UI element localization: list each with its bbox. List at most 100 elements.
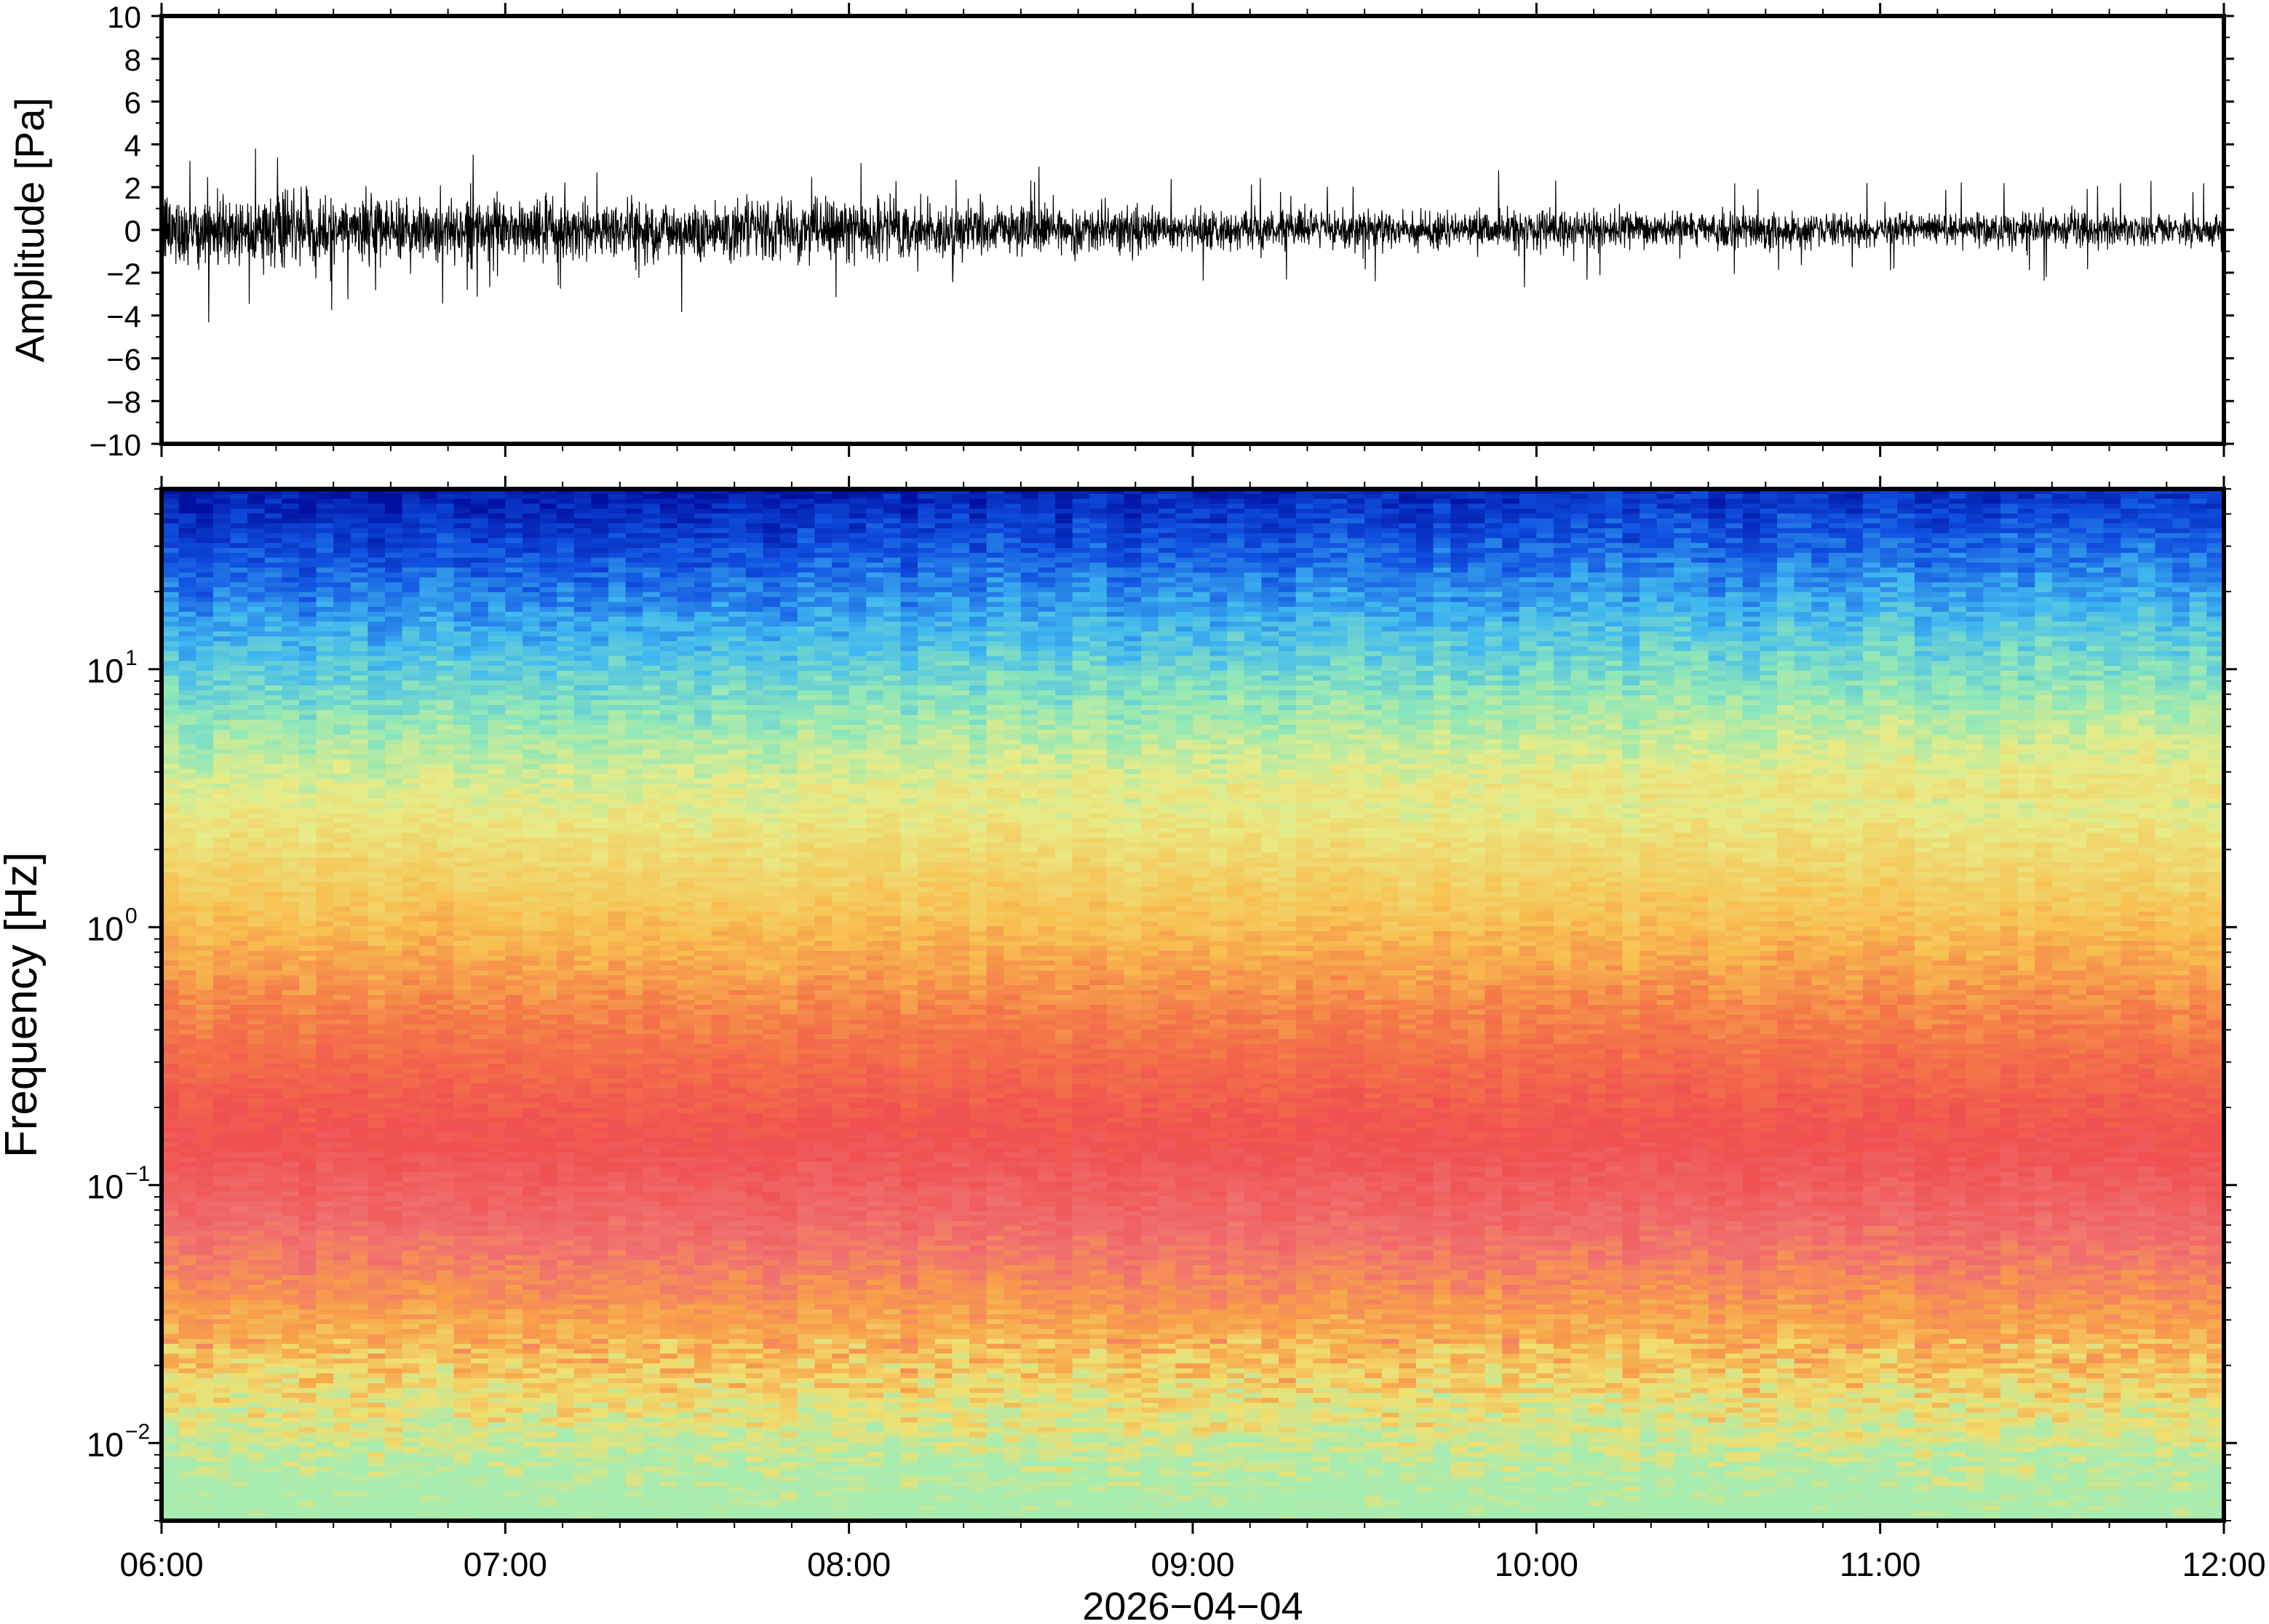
spectrogram-cell xyxy=(367,1486,386,1492)
spectrogram-cell xyxy=(402,768,420,775)
spectrogram-cell xyxy=(316,489,334,495)
spectrogram-cell xyxy=(436,1044,455,1050)
spectrogram-cell xyxy=(488,837,506,843)
spectrogram-cell xyxy=(436,1059,455,1064)
spectrogram-cell xyxy=(178,1466,196,1473)
spectrogram-cell xyxy=(522,1059,541,1064)
spectrogram-cell xyxy=(453,803,472,809)
spectrogram-cell xyxy=(488,1353,506,1359)
spectrogram-cell xyxy=(298,503,317,509)
spectrogram-cell xyxy=(333,607,351,613)
spectrogram-cell xyxy=(522,852,541,859)
spectrogram-cell xyxy=(367,1348,386,1355)
spectrogram-cell xyxy=(350,1452,368,1457)
spectrogram-cell xyxy=(436,896,455,902)
spectrogram-cell xyxy=(367,813,386,819)
spectrogram-cell xyxy=(539,759,557,765)
spectrogram-cell xyxy=(522,1182,541,1187)
spectrogram-cell xyxy=(453,1343,472,1350)
spectrogram-cell xyxy=(350,843,368,848)
spectrogram-cell xyxy=(385,1446,403,1453)
spectrogram-cell xyxy=(367,1211,386,1217)
spectrogram-cell xyxy=(212,1368,231,1374)
spectrogram-cell xyxy=(385,768,403,775)
spectrogram-cell xyxy=(196,1029,214,1035)
spectrogram-cell xyxy=(436,1132,455,1138)
spectrogram-cell xyxy=(522,538,541,544)
spectrogram-cell xyxy=(178,1147,196,1153)
spectrogram-cell xyxy=(298,1137,317,1143)
spectrogram-cell xyxy=(385,1250,403,1256)
spectrogram-cell xyxy=(333,685,351,691)
spectrogram-cell xyxy=(298,1407,317,1414)
spectrogram-cell xyxy=(488,489,506,495)
spectrogram-cell xyxy=(350,646,368,652)
spectrogram-cell xyxy=(298,1088,317,1094)
spectrogram-cell xyxy=(212,1343,231,1350)
spectrogram-cell xyxy=(436,827,455,834)
spectrogram-cell xyxy=(196,1127,214,1134)
spectrogram-cell xyxy=(539,788,557,795)
spectrogram-cell xyxy=(539,990,557,996)
spectrogram-cell xyxy=(298,1432,317,1438)
spectrogram-cell xyxy=(264,886,282,893)
spectrogram-cell xyxy=(402,1461,420,1468)
spectrogram-cell xyxy=(333,1505,351,1512)
spectrogram-cell xyxy=(367,725,386,731)
spectrogram-cell xyxy=(471,1388,489,1394)
spectrogram-cell xyxy=(282,656,300,661)
spectrogram-cell xyxy=(316,675,334,681)
spectrogram-cell xyxy=(316,1481,334,1487)
spectrogram-cell xyxy=(367,636,386,642)
spectrogram-cell xyxy=(264,1211,282,1217)
spectrogram-cell xyxy=(298,1073,317,1079)
spectrogram-cell xyxy=(350,1471,368,1477)
spectrogram-cell xyxy=(453,548,472,554)
spectrogram-cell xyxy=(419,1275,437,1281)
spectrogram-cell xyxy=(230,1177,248,1182)
spectrogram-cell xyxy=(385,808,403,814)
spectrogram-cell xyxy=(298,1516,317,1521)
spectrogram-cell xyxy=(350,509,368,514)
spectrogram-cell xyxy=(162,1280,180,1286)
spectrogram-cell xyxy=(212,1019,231,1025)
spectrogram-cell xyxy=(230,1343,248,1350)
spectrogram-cell xyxy=(282,592,300,598)
spectrogram-cell xyxy=(333,793,351,799)
spectrogram-cell xyxy=(505,739,523,745)
spectrogram-cell xyxy=(385,950,403,957)
spectrogram-cell xyxy=(247,852,266,859)
spectrogram-cell xyxy=(282,749,300,755)
spectrogram-cell xyxy=(505,1206,523,1212)
spectrogram-cell xyxy=(282,970,300,976)
spectrogram-cell xyxy=(282,1137,300,1143)
spectrogram-cell xyxy=(471,1280,489,1286)
spectrogram-cell xyxy=(522,955,541,961)
spectrogram-cell xyxy=(298,1019,317,1025)
spectrogram-cell xyxy=(196,1147,214,1153)
spectrogram-cell xyxy=(488,1446,506,1453)
spectrogram-cell xyxy=(212,990,231,996)
spectrogram-cell xyxy=(522,1486,541,1492)
spectrogram-cell xyxy=(402,720,420,725)
spectrogram-cell xyxy=(367,857,386,863)
spectrogram-cell xyxy=(367,1324,386,1330)
spectrogram-cell xyxy=(264,852,282,859)
spectrogram-cell xyxy=(350,1103,368,1109)
spectrogram-cell xyxy=(419,1260,437,1266)
spectrogram-cell xyxy=(385,990,403,996)
spectrogram-cell xyxy=(178,1505,196,1512)
spectrogram-cell xyxy=(453,936,472,942)
spectrogram-cell xyxy=(453,1191,472,1197)
spectrogram-cell xyxy=(471,1319,489,1325)
spectrogram-cell xyxy=(505,1334,523,1340)
spectrogram-cell xyxy=(178,1054,196,1059)
spectrogram-cell xyxy=(367,827,386,834)
spectrogram-cell xyxy=(333,759,351,765)
spectrogram-cell xyxy=(436,847,455,853)
spectrogram-cell xyxy=(230,1334,248,1340)
spectrogram-cell xyxy=(230,548,248,554)
spectrogram-cell xyxy=(212,862,231,868)
spectrogram-cell xyxy=(264,1417,282,1423)
spectrogram-cell xyxy=(367,1171,386,1177)
